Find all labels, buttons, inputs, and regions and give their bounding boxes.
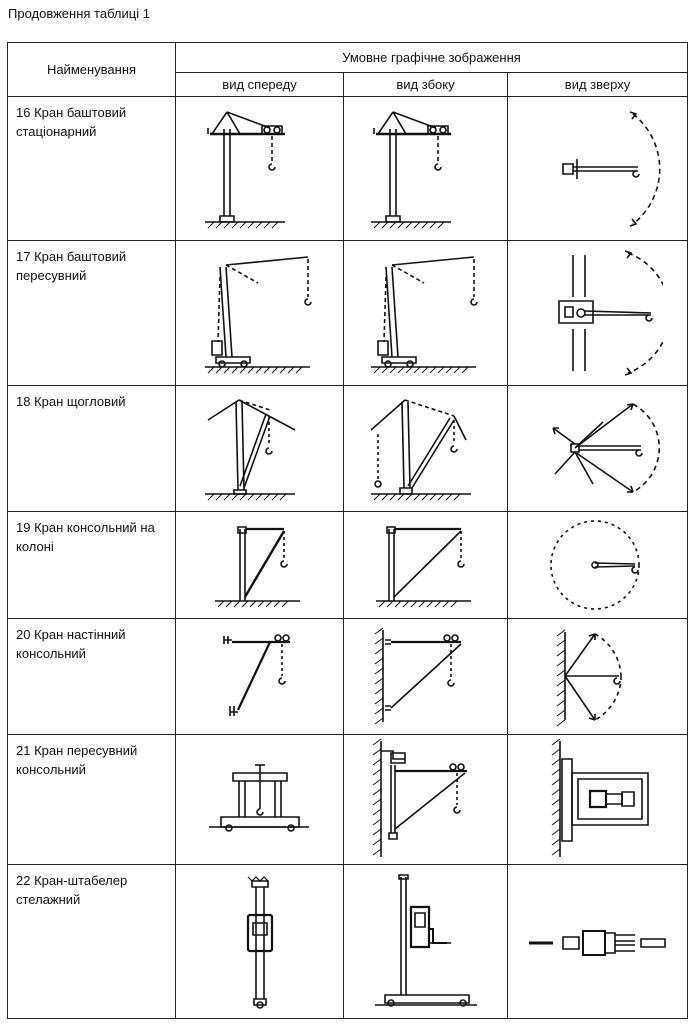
mobile-tower-crane-front-drawing bbox=[200, 247, 320, 379]
row-name: 19 Кран консольний на колоні bbox=[7, 511, 176, 619]
side-view-cell bbox=[343, 863, 508, 1020]
front-view-cell bbox=[175, 240, 344, 387]
row-name: 22 Кран-штабелер стелажний bbox=[7, 863, 176, 1020]
side-view-cell bbox=[343, 733, 508, 865]
row-name: 20 Кран настінний консольний bbox=[7, 617, 176, 735]
column-jib-crane-top-drawing bbox=[543, 515, 653, 615]
top-view-cell bbox=[507, 96, 688, 242]
side-view-cell bbox=[343, 240, 508, 387]
mast-crane-side-drawing bbox=[366, 390, 486, 508]
column-jib-crane-side-drawing bbox=[371, 517, 481, 613]
table-row: 18 Кран щогловий bbox=[7, 385, 688, 513]
side-view-cell bbox=[343, 96, 508, 242]
mobile-jib-crane-front-drawing bbox=[205, 749, 315, 849]
mobile-jib-crane-top-drawing bbox=[538, 737, 658, 861]
tower-crane-top-drawing bbox=[533, 104, 663, 234]
row-name: 16 Кран баштовий стаціонарний bbox=[7, 96, 176, 242]
table-row: 16 Кран баштовий стаціонарний bbox=[7, 96, 688, 242]
tower-crane-side-drawing bbox=[366, 104, 486, 234]
wall-jib-crane-front-drawing bbox=[210, 626, 310, 726]
header-top-view: вид зверху bbox=[507, 72, 688, 98]
table-row: 21 Кран пересувний консольний bbox=[7, 733, 688, 865]
top-view-cell bbox=[507, 617, 688, 735]
mobile-tower-crane-top-drawing bbox=[533, 247, 663, 379]
table-row: 19 Кран консольний на колоні bbox=[7, 511, 688, 619]
row-name: 17 Кран баштовий пересувний bbox=[7, 240, 176, 387]
stacker-crane-front-drawing bbox=[220, 871, 300, 1011]
front-view-cell bbox=[175, 511, 344, 619]
side-view-cell bbox=[343, 511, 508, 619]
top-view-cell bbox=[507, 511, 688, 619]
row-name: 21 Кран пересувний консольний bbox=[7, 733, 176, 865]
front-view-cell bbox=[175, 96, 344, 242]
mast-crane-top-drawing bbox=[533, 390, 663, 508]
header-name: Найменування bbox=[7, 41, 176, 98]
front-view-cell bbox=[175, 863, 344, 1020]
table-caption: Продовження таблиці 1 bbox=[8, 6, 150, 21]
table-row: 17 Кран баштовий пересувний bbox=[7, 240, 688, 387]
top-view-cell bbox=[507, 385, 688, 513]
stacker-crane-side-drawing bbox=[371, 871, 481, 1011]
side-view-cell bbox=[343, 617, 508, 735]
front-view-cell bbox=[175, 385, 344, 513]
front-view-cell bbox=[175, 617, 344, 735]
tower-crane-front-drawing bbox=[200, 104, 320, 234]
row-name: 18 Кран щогловий bbox=[7, 385, 176, 513]
stacker-crane-top-drawing bbox=[523, 911, 673, 971]
header-front-view: вид спереду bbox=[175, 72, 344, 98]
table-row: 20 Кран настінний консольний bbox=[7, 617, 688, 735]
header-side-view: вид збоку bbox=[343, 72, 508, 98]
column-jib-crane-front-drawing bbox=[210, 517, 310, 613]
wall-jib-crane-top-drawing bbox=[543, 624, 653, 728]
mast-crane-front-drawing bbox=[200, 390, 320, 508]
side-view-cell bbox=[343, 385, 508, 513]
top-view-cell bbox=[507, 733, 688, 865]
front-view-cell bbox=[175, 733, 344, 865]
header-graphic: Умовне графічне зображення bbox=[175, 41, 688, 74]
mobile-jib-crane-side-drawing bbox=[371, 737, 481, 861]
symbols-table: Найменування Умовне графічне зображення … bbox=[7, 41, 688, 1020]
top-view-cell bbox=[507, 240, 688, 387]
top-view-cell bbox=[507, 863, 688, 1020]
table-row: 22 Кран-штабелер стелажний bbox=[7, 863, 688, 1020]
wall-jib-crane-side-drawing bbox=[371, 626, 481, 726]
mobile-tower-crane-side-drawing bbox=[366, 247, 486, 379]
